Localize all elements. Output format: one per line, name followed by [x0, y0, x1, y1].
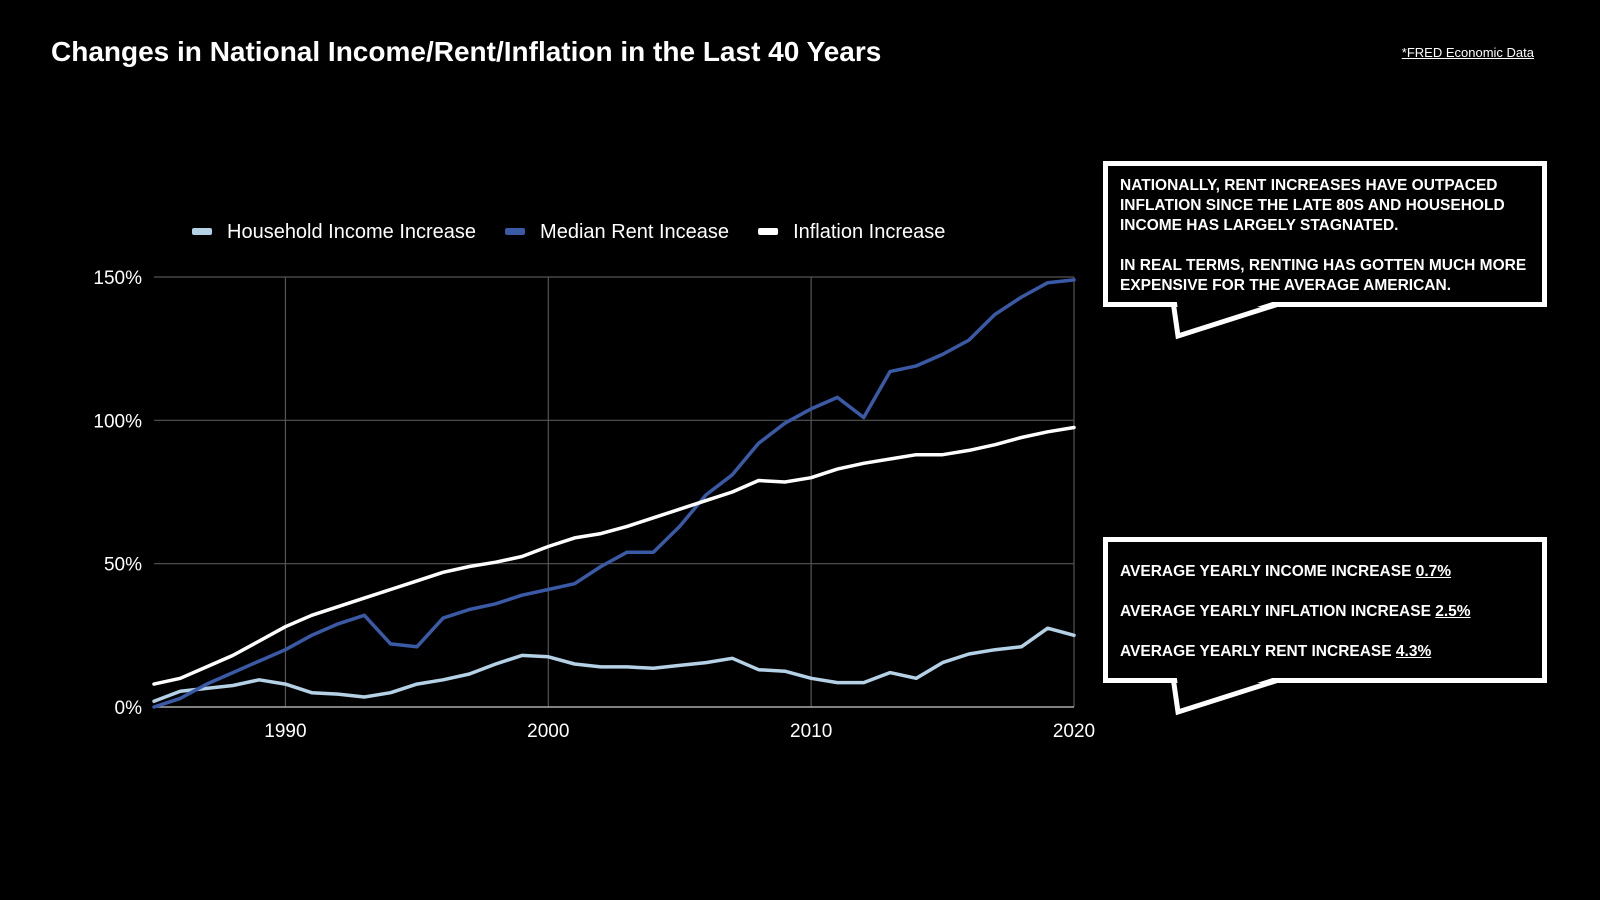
- chart-legend: Household Income Increase Median Rent Inc…: [192, 221, 945, 243]
- stat-inflation: Average yearly inflation increase 2.5%: [1120, 602, 1530, 622]
- stat-inflation-value: 2.5%: [1435, 603, 1471, 620]
- stat-rent-value: 4.3%: [1395, 643, 1432, 660]
- callout-summary: Nationally, rent increases have outpaced…: [1103, 161, 1547, 341]
- stat-income-label: Average yearly income increase: [1120, 563, 1412, 580]
- x-tick-label: 2010: [790, 721, 832, 742]
- y-tick-label: 50%: [104, 555, 142, 576]
- callout-stats: Average yearly income increase 0.7% Aver…: [1103, 537, 1547, 717]
- speech-tail-cover: [1176, 672, 1285, 707]
- callout-summary-box: Nationally, rent increases have outpaced…: [1103, 161, 1547, 307]
- series-line-0: [152, 626, 1076, 704]
- chart-series: [152, 278, 1076, 709]
- stat-income-value: 0.7%: [1415, 563, 1452, 580]
- y-tick-label: 100%: [93, 411, 142, 432]
- x-tick-label: 2020: [1053, 721, 1095, 742]
- legend-label-1: Median Rent Incease: [540, 221, 729, 243]
- callout-summary-para-1: Nationally, rent increases have outpaced…: [1120, 177, 1505, 234]
- chart-ticks: 0% 50% 100% 150% 1990 2000 2010 2020: [93, 268, 1095, 742]
- stat-rent-label: Average yearly rent increase: [1120, 643, 1392, 660]
- series-line-1: [152, 278, 1076, 709]
- x-tick-label: 2000: [527, 721, 569, 742]
- callout-summary-para-2: In real terms, renting has gotten much m…: [1120, 257, 1527, 294]
- y-tick-label: 150%: [93, 268, 142, 289]
- stat-income: Average yearly income increase 0.7%: [1120, 562, 1530, 582]
- x-tick-label: 1990: [264, 721, 306, 742]
- callout-stats-box: Average yearly income increase 0.7% Aver…: [1103, 537, 1547, 683]
- legend-swatch-1: [505, 228, 526, 235]
- y-tick-label: 0%: [115, 698, 143, 719]
- stat-rent: Average yearly rent increase 4.3%: [1120, 642, 1530, 662]
- stat-inflation-label: Average yearly inflation increase: [1120, 603, 1431, 620]
- legend-label-2: Inflation Increase: [793, 221, 945, 243]
- legend-swatch-2: [758, 228, 779, 235]
- chart-grid: [154, 276, 1075, 708]
- series-line-2: [152, 425, 1076, 686]
- legend-label-0: Household Income Increase: [227, 221, 476, 243]
- page-title: Changes in National Income/Rent/Inflatio…: [51, 36, 882, 67]
- line-chart: 0% 50% 100% 150% 1990 2000 2010 2020 Household …: [93, 221, 1095, 742]
- source-link[interactable]: *FRED Economic Data: [1401, 45, 1534, 60]
- legend-swatch-0: [192, 228, 212, 235]
- speech-tail-cover: [1176, 296, 1285, 331]
